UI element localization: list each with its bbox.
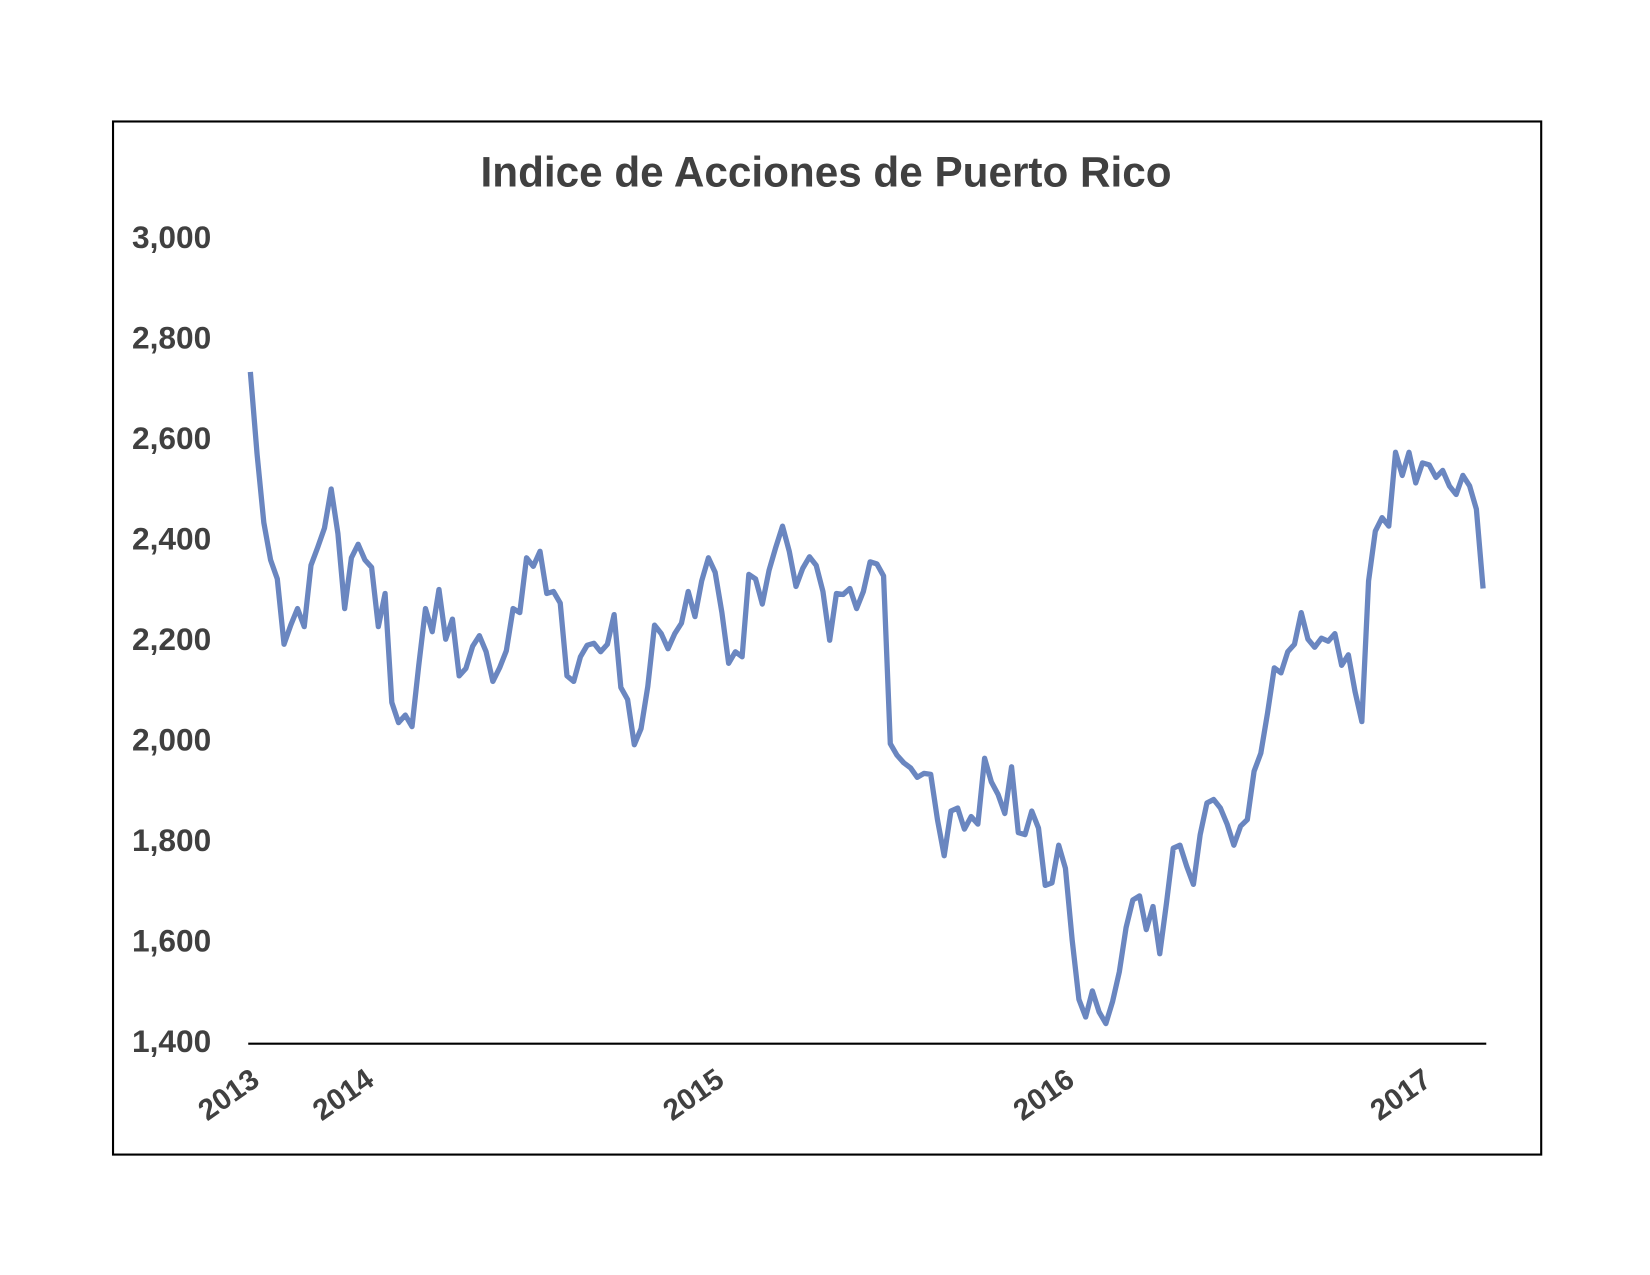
y-tick-label: 2,600 — [132, 420, 211, 456]
y-tick-label: 1,600 — [132, 923, 211, 959]
y-tick-label: 3,000 — [132, 219, 211, 255]
y-tick-label: 2,200 — [132, 621, 211, 657]
y-tick-label: 2,400 — [132, 521, 211, 557]
y-tick-label: 1,400 — [132, 1023, 211, 1059]
y-tick-label: 2,800 — [132, 320, 211, 356]
chart-border — [111, 120, 1543, 1156]
chart-title: Indice de Acciones de Puerto Rico — [481, 149, 1172, 196]
line-series — [247, 371, 1486, 1027]
y-tick-label: 2,000 — [132, 722, 211, 758]
y-tick-label: 1,800 — [132, 822, 211, 858]
